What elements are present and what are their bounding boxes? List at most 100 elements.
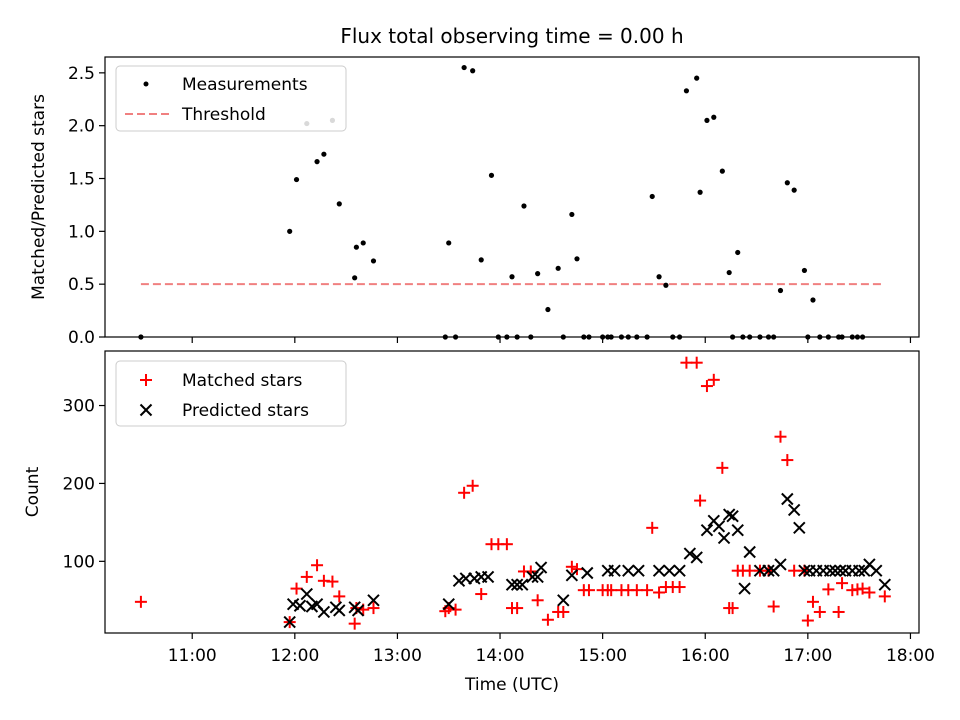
matched-star-point bbox=[290, 582, 303, 595]
matched-legend-label: Matched stars bbox=[182, 371, 302, 391]
matched-star-point bbox=[311, 559, 324, 572]
predicted-legend-label: Predicted stars bbox=[182, 401, 309, 421]
ratio-ytick-label: 0.0 bbox=[68, 328, 95, 348]
measurements-legend-label: Measurements bbox=[182, 75, 308, 95]
ratio-ytick-label: 2.5 bbox=[68, 64, 95, 84]
predicted-star-point bbox=[351, 604, 365, 617]
measurement-point bbox=[694, 75, 700, 81]
measurement-point bbox=[656, 274, 662, 280]
predicted-star-point bbox=[622, 564, 635, 577]
matched-star-point bbox=[707, 373, 720, 386]
ratio-plot-legend: Measurements Threshold bbox=[115, 65, 347, 132]
count-plot-ylabel: Count bbox=[23, 466, 43, 517]
matched-star-point bbox=[348, 617, 361, 630]
matched-star-point bbox=[781, 454, 794, 467]
count-xtick-label: 18:00 bbox=[886, 646, 935, 666]
measurement-point bbox=[314, 159, 320, 165]
predicted-star-point bbox=[793, 521, 806, 535]
measurements-legend-marker bbox=[143, 81, 149, 87]
matched-star-point bbox=[690, 356, 703, 369]
matched-star-point bbox=[653, 586, 666, 599]
matched-star-point bbox=[458, 486, 471, 499]
matched-star-point bbox=[300, 570, 313, 583]
matched-star-point bbox=[541, 613, 554, 626]
predicted-star-point bbox=[722, 508, 736, 521]
count-plot-xlabel: Time (UTC) bbox=[464, 675, 559, 695]
measurement-point bbox=[726, 269, 732, 276]
predicted-star-point bbox=[300, 587, 313, 601]
predicted-star-point bbox=[581, 566, 594, 580]
matched-star-point bbox=[641, 584, 654, 597]
measurement-point bbox=[521, 203, 527, 209]
measurement-point bbox=[649, 193, 655, 200]
measurement-point bbox=[509, 274, 515, 280]
matched-star-point bbox=[449, 603, 462, 616]
matched-star-point bbox=[832, 605, 845, 618]
measurement-point bbox=[784, 180, 790, 186]
ratio-ytick-label: 0.5 bbox=[68, 275, 95, 295]
count-xtick-label: 15:00 bbox=[578, 646, 627, 666]
predicted-star-point bbox=[690, 551, 703, 564]
measurement-point bbox=[461, 64, 467, 71]
predicted-legend-marker bbox=[139, 403, 153, 417]
matched-star-point bbox=[582, 584, 595, 597]
predicted-star-point bbox=[663, 564, 676, 577]
matched-star-point bbox=[475, 588, 488, 601]
measurement-point bbox=[287, 228, 293, 234]
matched-star-point bbox=[856, 582, 869, 595]
matched-star-point bbox=[878, 590, 891, 603]
count-ytick-label: 200 bbox=[63, 474, 95, 494]
matched-star-point bbox=[557, 605, 570, 618]
count-plot-frame bbox=[104, 350, 920, 634]
predicted-star-point bbox=[878, 578, 892, 591]
measurement-point bbox=[697, 189, 703, 195]
ratio-ytick-label: 2.0 bbox=[68, 117, 95, 137]
matched-star-point bbox=[726, 602, 739, 615]
measurement-point bbox=[801, 267, 808, 274]
measurement-point bbox=[704, 117, 710, 123]
predicted-star-point bbox=[317, 605, 331, 619]
predicted-star-point bbox=[717, 531, 731, 545]
matched-star-point bbox=[806, 595, 819, 608]
count-xtick-label: 11:00 bbox=[168, 646, 217, 666]
ratio-plot-frame bbox=[104, 56, 920, 338]
predicted-star-point bbox=[870, 564, 883, 577]
measurement-point bbox=[535, 271, 541, 277]
count-plot: 100 200 300 11:00 12:00 13:00 14:00 15:00 16:00 1… bbox=[23, 350, 935, 695]
predicted-star-point bbox=[608, 564, 621, 577]
matched-star-point bbox=[466, 479, 479, 492]
predicted-star-point bbox=[738, 582, 751, 595]
predicted-star-point bbox=[852, 564, 866, 577]
matched-star-point bbox=[646, 521, 659, 534]
measurement-point bbox=[352, 275, 358, 281]
matched-star-point bbox=[767, 600, 780, 613]
count-xtick-label: 16:00 bbox=[681, 646, 730, 666]
predicted-star-point bbox=[828, 564, 842, 577]
predicted-star-point bbox=[781, 492, 794, 506]
predicted-star-point bbox=[731, 523, 744, 537]
measurement-point bbox=[711, 114, 717, 120]
measurement-point bbox=[555, 265, 561, 271]
measurement-point bbox=[446, 240, 452, 246]
measurement-point bbox=[791, 187, 797, 193]
predicted-star-point bbox=[726, 509, 739, 523]
ratio-ytick-label: 1.5 bbox=[68, 170, 95, 190]
matched-star-point bbox=[333, 590, 346, 603]
measurement-point bbox=[370, 258, 377, 264]
matched-star-point bbox=[801, 614, 814, 627]
predicted-star-point bbox=[798, 564, 811, 577]
matched-star-point bbox=[511, 602, 524, 615]
predicted-star-point bbox=[673, 564, 686, 577]
predicted-star-point bbox=[283, 615, 296, 629]
predicted-star-point bbox=[565, 569, 579, 582]
matched-star-point bbox=[788, 564, 801, 577]
matched-star-point bbox=[630, 584, 643, 597]
predicted-star-point bbox=[823, 564, 837, 577]
measurement-point bbox=[470, 68, 476, 74]
predicted-star-point bbox=[367, 594, 380, 607]
predicted-star-point bbox=[557, 594, 570, 607]
measurement-point bbox=[321, 151, 327, 157]
measurement-point bbox=[360, 240, 366, 246]
predicted-star-point bbox=[442, 597, 455, 611]
